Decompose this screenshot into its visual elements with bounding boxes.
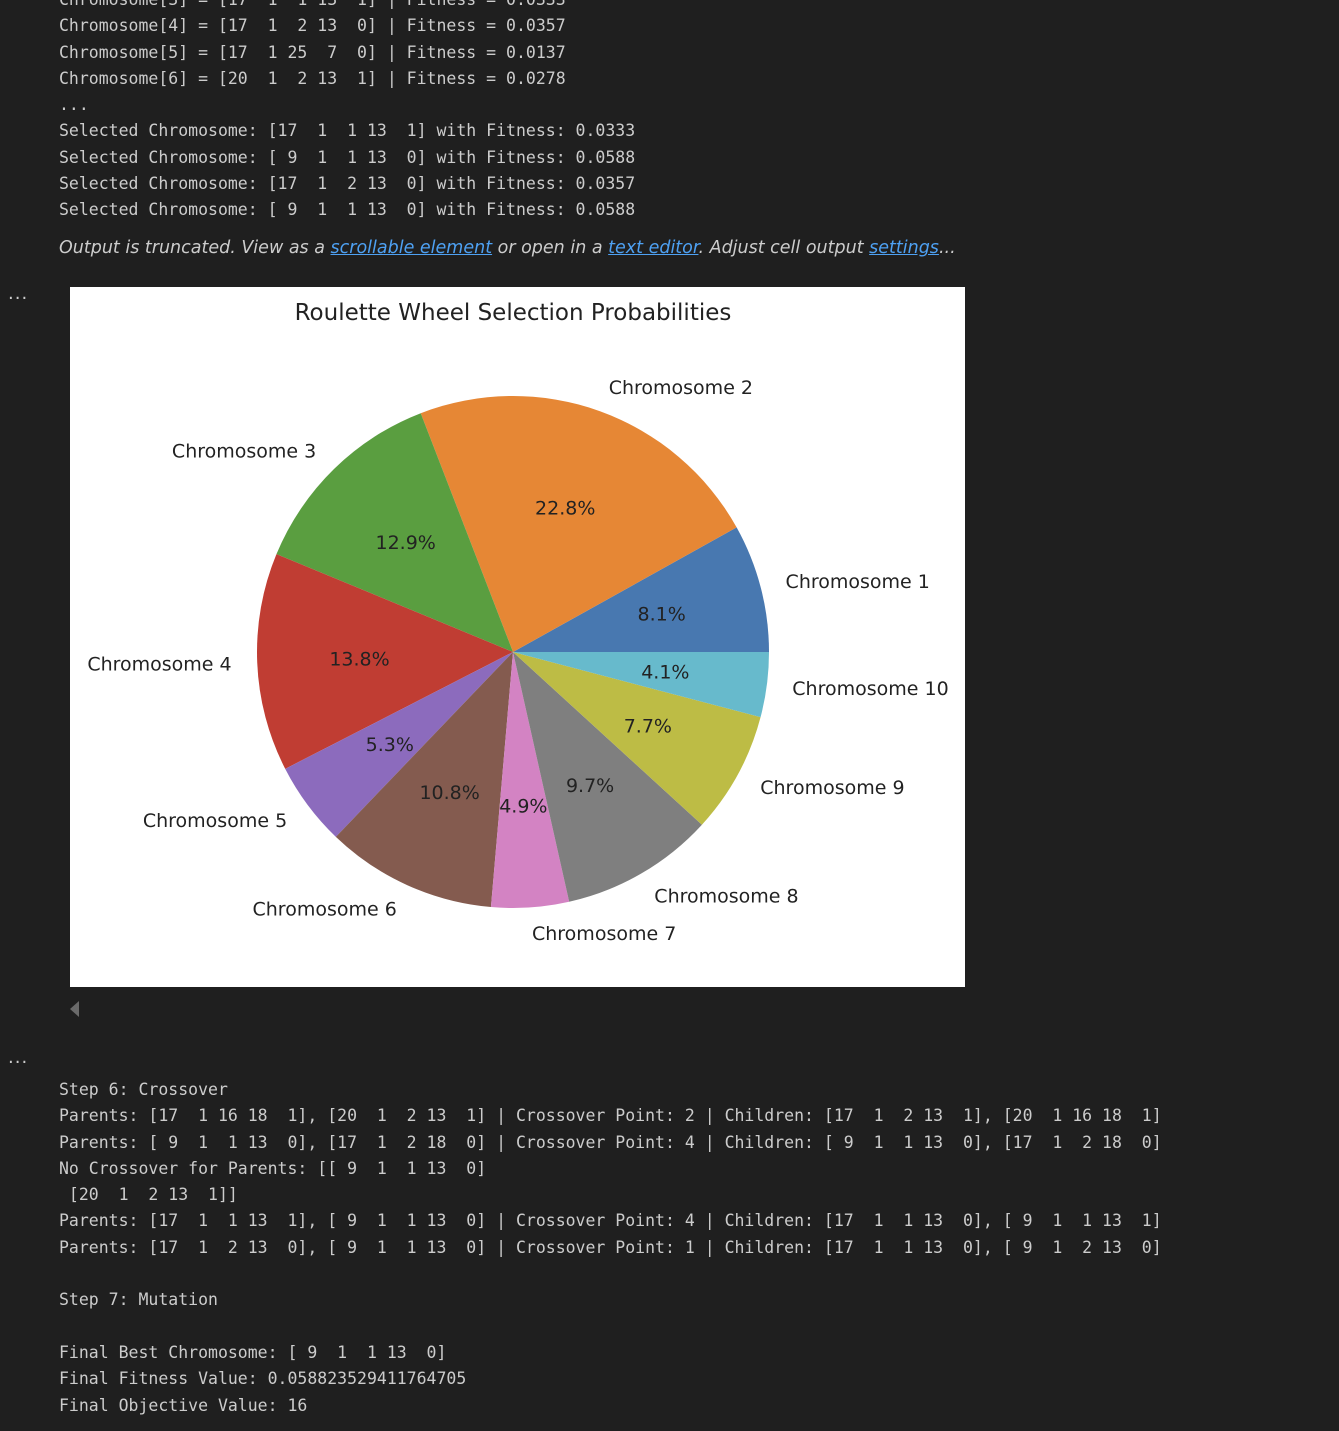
cell-output-text-top: Chromosome[3] = [17 1 1 13 1] | Fitness … bbox=[59, 0, 635, 224]
output-line: Parents: [17 1 1 13 1], [ 9 1 1 13 0] | … bbox=[59, 1211, 1162, 1231]
pie-slice-percent-label: 8.1% bbox=[638, 603, 686, 625]
pie-slice-7 bbox=[490, 652, 570, 908]
output-line: Step 7: Mutation bbox=[59, 1290, 218, 1310]
pie-slice-name-label: Chromosome 10 bbox=[792, 678, 948, 700]
text-editor-link[interactable]: text editor bbox=[608, 238, 699, 258]
scrollable-element-link[interactable]: scrollable element bbox=[330, 238, 493, 258]
pie-slice-name-label: Chromosome 4 bbox=[87, 653, 231, 675]
pie-slice-percent-label: 7.7% bbox=[624, 716, 672, 738]
pie-slice-percent-label: 5.3% bbox=[366, 734, 414, 756]
pie-slice-percent-label: 9.7% bbox=[566, 775, 614, 797]
truncation-suffix: ... bbox=[938, 238, 956, 258]
output-line: Parents: [ 9 1 1 13 0], [17 1 2 18 0] | … bbox=[59, 1132, 1162, 1152]
output-line: Final Fitness Value: 0.05882352941176470… bbox=[59, 1369, 467, 1389]
truncation-prefix: Output is truncated. View as a bbox=[59, 238, 331, 258]
output-line: No Crossover for Parents: [[ 9 1 1 13 0] bbox=[59, 1158, 487, 1178]
pie-slice-4 bbox=[257, 554, 513, 769]
pie-slice-name-label: Chromosome 9 bbox=[760, 777, 904, 799]
pie-slice-8 bbox=[513, 652, 702, 902]
pie-slice-10 bbox=[513, 652, 769, 718]
output-line: [20 1 2 13 1]] bbox=[59, 1185, 238, 1205]
pie-slice-6 bbox=[335, 652, 513, 908]
chart-title: Roulette Wheel Selection Probabilities bbox=[295, 300, 732, 326]
pie-chart: Roulette Wheel Selection Probabilities 8… bbox=[70, 287, 965, 987]
pie-slice-name-label: Chromosome 7 bbox=[532, 923, 676, 945]
output-line: Parents: [17 1 16 18 1], [20 1 2 13 1] |… bbox=[59, 1106, 1162, 1126]
output-line: Parents: [17 1 2 13 0], [ 9 1 1 13 0] | … bbox=[59, 1237, 1162, 1257]
pie-slice-name-label: Chromosome 2 bbox=[609, 377, 753, 399]
output-more-actions-icon[interactable]: ... bbox=[8, 283, 29, 304]
truncation-notice: Output is truncated. View as a scrollabl… bbox=[59, 238, 956, 258]
output-line: Chromosome[6] = [20 1 2 13 1] | Fitness … bbox=[59, 68, 566, 88]
output-line: Selected Chromosome: [17 1 1 13 1] with … bbox=[59, 121, 636, 141]
pie-slice-percent-label: 12.9% bbox=[375, 532, 435, 554]
output-line: Step 6: Crossover bbox=[59, 1080, 228, 1099]
pie-slice-3 bbox=[276, 413, 513, 652]
output-line: Selected Chromosome: [ 9 1 1 13 0] with … bbox=[59, 200, 636, 220]
pie-slice-percent-label: 22.8% bbox=[535, 498, 595, 520]
output-more-actions-icon-2[interactable]: ... bbox=[8, 1047, 29, 1068]
pie-slice-2 bbox=[420, 396, 737, 652]
output-line: Chromosome[4] = [17 1 2 13 0] | Fitness … bbox=[59, 16, 566, 36]
output-line: ... bbox=[59, 95, 89, 115]
pie-slice-percent-label: 4.1% bbox=[641, 662, 689, 684]
cell-output-text-bottom: Step 6: Crossover Parents: [17 1 16 18 1]… bbox=[59, 1077, 1162, 1419]
output-line: Chromosome[5] = [17 1 25 7 0] | Fitness … bbox=[59, 42, 566, 62]
output-line: Final Objective Value: 16 bbox=[59, 1395, 308, 1415]
pie-slice-percent-label: 4.9% bbox=[499, 795, 547, 817]
pie-slice-percent-label: 10.8% bbox=[419, 782, 479, 804]
scroll-left-arrow-icon[interactable] bbox=[70, 1001, 79, 1017]
output-line: Selected Chromosome: [17 1 2 13 0] with … bbox=[59, 174, 636, 194]
pie-slice-name-label: Chromosome 5 bbox=[143, 810, 287, 832]
pie-slice-name-label: Chromosome 3 bbox=[172, 441, 316, 463]
pie-slice-percent-label: 13.8% bbox=[329, 648, 389, 670]
pie-slice-5 bbox=[285, 652, 513, 837]
output-line: Final Best Chromosome: [ 9 1 1 13 0] bbox=[59, 1342, 447, 1362]
output-line: Chromosome[3] = [17 1 1 13 1] | Fitness … bbox=[59, 0, 635, 13]
output-line bbox=[59, 1261, 1162, 1287]
truncation-middle: or open in a bbox=[492, 238, 609, 258]
pie-slice-name-label: Chromosome 6 bbox=[253, 899, 397, 921]
pie-chart-svg: Roulette Wheel Selection Probabilities 8… bbox=[87, 300, 948, 945]
pie-slice-9 bbox=[513, 652, 761, 825]
pie-slice-name-label: Chromosome 8 bbox=[654, 886, 798, 908]
output-line bbox=[59, 1314, 1162, 1340]
pie-slice-1 bbox=[513, 527, 769, 652]
truncation-middle2: . Adjust cell output bbox=[698, 238, 870, 258]
pie-slice-name-label: Chromosome 1 bbox=[786, 571, 930, 593]
settings-link[interactable]: settings bbox=[869, 238, 939, 258]
output-line: Selected Chromosome: [ 9 1 1 13 0] with … bbox=[59, 147, 636, 167]
